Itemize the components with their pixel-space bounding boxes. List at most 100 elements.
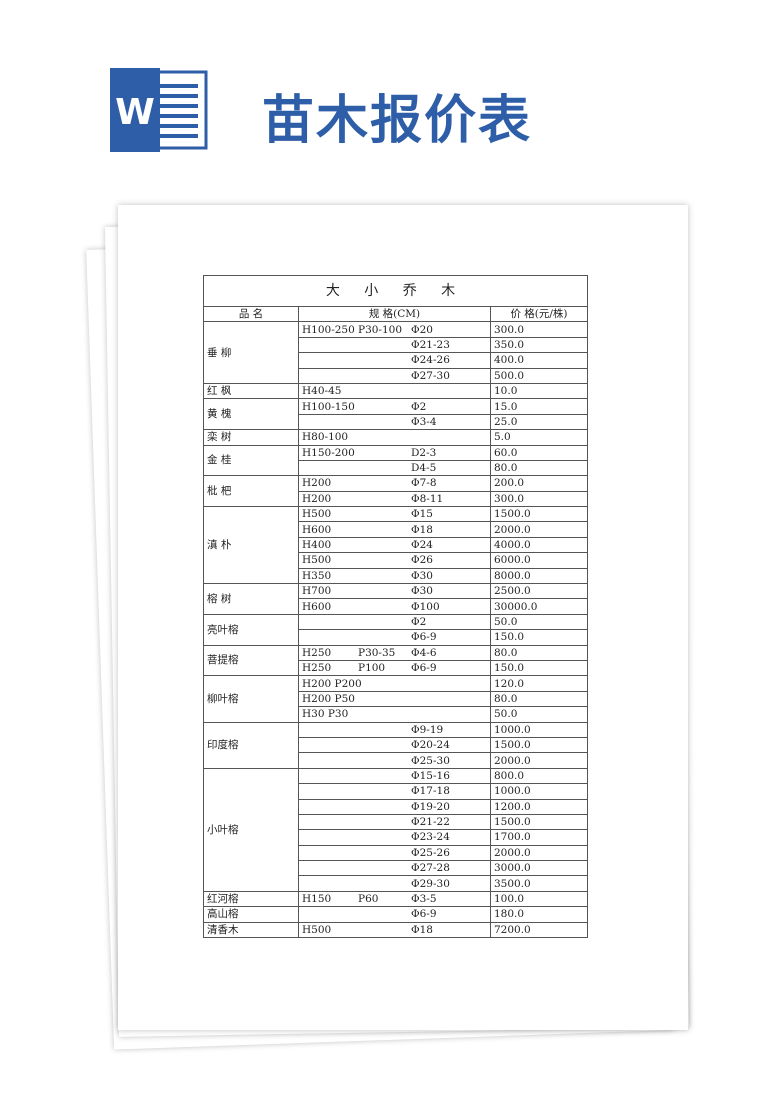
spec-cell: H500 Φ18 [298, 921, 491, 939]
spec-height: H200 P50 [302, 692, 355, 705]
spec-diameter: Φ17-18 [411, 785, 450, 798]
price-cell: 200.0 [490, 475, 588, 492]
price-cell: 800.0 [490, 767, 588, 785]
spec-cell: H150-200 D2-3 [298, 444, 491, 461]
spec-height: H500 [302, 508, 332, 521]
spec-crown [358, 553, 411, 567]
price-cell: 2000.0 [490, 752, 588, 769]
spec-crown [358, 754, 411, 768]
spec-height [302, 630, 358, 644]
price-cell: 80.0 [490, 459, 588, 477]
spec-cell: H200 P200 [298, 675, 491, 692]
spec-crown [358, 846, 411, 860]
spec-crown: P30-100 [358, 323, 403, 336]
price-cell: 50.0 [490, 613, 588, 631]
spec-cell: Φ27-28 [298, 860, 491, 877]
spec-cell: H400 Φ24 [298, 536, 491, 554]
spec-diameter: Φ15-16 [411, 769, 450, 782]
price-cell: 300.0 [490, 321, 588, 338]
price-cell: 1700.0 [490, 829, 588, 846]
spec-height: H350 [302, 569, 332, 582]
table-row: Φ17-18 1000.0 [204, 783, 588, 800]
spec-cell: Φ9-19 [298, 721, 491, 738]
plant-name: 小叶榕 [203, 767, 299, 892]
table-row: 柳叶榕 H200 P200 120.0 [203, 675, 588, 723]
plant-name: 红河榕 [203, 890, 299, 908]
price-cell: 6000.0 [490, 552, 588, 569]
spec-diameter: Φ25-26 [411, 846, 450, 859]
price-cell: 2500.0 [490, 583, 588, 600]
price-cell: 150.0 [490, 629, 588, 646]
spec-height: H150 [302, 893, 332, 906]
spec-crown [358, 369, 411, 383]
price-cell: 3000.0 [490, 860, 588, 877]
spec-height [302, 846, 358, 860]
table-row: 菩提榕 H250 P30-35 Φ4-6 80.0 [203, 644, 588, 677]
table-row: Φ27-30 500.0 [204, 367, 588, 384]
spec-crown [358, 523, 411, 537]
svg-text:W: W [115, 92, 155, 133]
spec-crown [358, 600, 411, 614]
spec-cell: H600 Φ18 [298, 521, 491, 538]
table-title: 大 小 乔 木 [203, 275, 588, 307]
spec-crown [358, 400, 411, 414]
spec-diameter: Φ3-4 [411, 415, 437, 428]
spec-diameter: Φ25-30 [411, 754, 450, 767]
price-cell: 150.0 [490, 659, 588, 677]
spec-cell: H600 Φ100 [298, 598, 491, 615]
spec-diameter: Φ18 [411, 523, 433, 536]
spec-diameter: Φ7-8 [411, 477, 437, 490]
plant-name: 高山榕 [203, 906, 299, 923]
plant-name: 清香木 [203, 921, 299, 939]
spec-height: H700 [302, 585, 332, 598]
spec-height [302, 615, 358, 629]
spec-diameter: Φ29-30 [411, 877, 450, 890]
table-row: 高山榕 Φ6-9 180.0 [203, 906, 588, 923]
spec-height [302, 723, 358, 737]
spec-crown [358, 584, 411, 598]
spec-cell: H40-45 [298, 382, 491, 400]
spec-crown [358, 877, 411, 891]
spec-crown [358, 615, 411, 629]
spec-cell: H100-250 P30-100 Φ20 [298, 321, 491, 338]
price-cell: 80.0 [490, 644, 588, 661]
spec-crown [358, 430, 411, 444]
table-row: Φ21-22 1500.0 [204, 813, 588, 831]
spec-height [302, 877, 358, 891]
table-row: Φ19-20 1200.0 [204, 798, 588, 815]
spec-crown [358, 630, 411, 644]
table-row: H350 Φ30 8000.0 [204, 567, 588, 585]
plant-name: 菩提榕 [203, 644, 299, 677]
header-name: 品 名 [203, 305, 299, 323]
table-row: Φ20-24 1500.0 [204, 736, 588, 754]
spec-diameter: Φ27-30 [411, 369, 450, 382]
spec-diameter: Φ27-28 [411, 862, 450, 875]
price-cell: 1200.0 [490, 798, 588, 815]
spec-crown [358, 476, 411, 490]
spec-height [302, 769, 358, 783]
spec-diameter: Φ2 [411, 400, 427, 413]
spec-height: H30 P30 [302, 708, 349, 721]
spec-crown [358, 569, 411, 583]
spec-cell: D4-5 [298, 459, 491, 477]
spec-crown [358, 769, 411, 783]
spec-crown [358, 492, 411, 506]
table-row: 红河榕 H150 P60 Φ3-5 100.0 [203, 890, 588, 908]
price-cell: 3500.0 [490, 875, 588, 892]
spec-height [302, 738, 358, 752]
spec-height: H100-250 [302, 323, 355, 336]
page-title: 苗木报价表 [262, 91, 533, 151]
table-row: 栾 树 H80-100 5.0 [203, 429, 588, 446]
spec-crown [358, 338, 411, 352]
spec-cell: Φ29-30 [298, 875, 491, 892]
spec-crown [358, 692, 411, 706]
table-row: 印度榕 Φ9-19 1000.0 [203, 721, 588, 769]
price-cell: 30000.0 [490, 598, 588, 615]
spec-crown [358, 723, 411, 737]
price-cell: 1500.0 [490, 813, 588, 831]
spec-diameter: Φ24-26 [411, 354, 450, 367]
table-row: D4-5 80.0 [204, 459, 588, 477]
header-price: 价 格(元/株) [490, 305, 588, 323]
spec-height: H200 [302, 492, 332, 505]
table-row: 金 桂 H150-200 D2-3 60.0 [203, 444, 588, 477]
